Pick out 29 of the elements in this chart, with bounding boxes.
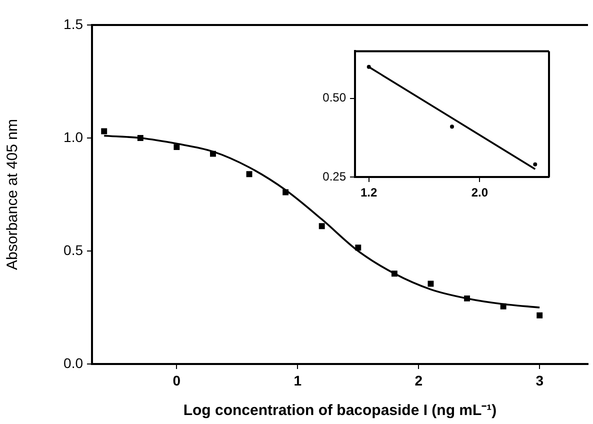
x-tick-label: 1.2 <box>360 186 378 200</box>
point <box>101 128 108 134</box>
x-tick-label: 3 <box>536 372 544 388</box>
point <box>533 162 538 166</box>
point <box>500 303 506 310</box>
point <box>137 135 144 141</box>
x-tick-label: 2 <box>414 372 423 388</box>
y-axis-title: Absorbance at 405 nm <box>4 119 22 270</box>
point <box>318 223 325 230</box>
y-tick-label: 0.25 <box>322 169 346 184</box>
point <box>391 270 398 277</box>
x-tick-label: 0 <box>172 372 181 388</box>
point <box>536 312 543 318</box>
point <box>246 171 252 178</box>
y-tick-label: 1.5 <box>64 16 84 32</box>
point <box>174 144 180 150</box>
point <box>366 64 371 69</box>
point <box>355 244 362 251</box>
point <box>210 150 216 157</box>
x-tick-label: 1 <box>294 372 302 388</box>
point <box>282 189 289 196</box>
point <box>450 124 454 129</box>
y-tick-label: 0.0 <box>64 354 84 371</box>
point <box>464 295 470 302</box>
y-tick-label: 1.0 <box>64 128 84 145</box>
y-tick-label: 0.50 <box>322 90 346 105</box>
x-axis-title: Log concentration of bacopaside I (ng mL⁻¹) <box>183 402 497 420</box>
y-tick-label: 0.5 <box>64 242 84 258</box>
x-tick-label: 2.0 <box>471 186 488 200</box>
